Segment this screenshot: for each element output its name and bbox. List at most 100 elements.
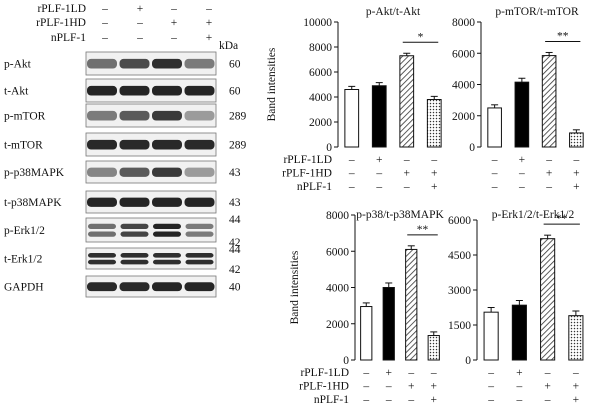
blot-protein-label: p-Akt	[4, 59, 32, 71]
treatment-label: nPLF-1	[314, 394, 349, 406]
treatment-sign: –	[385, 381, 392, 393]
blot-band	[87, 282, 117, 292]
bar	[426, 99, 442, 148]
bar	[371, 85, 387, 148]
blot-kda-label: 44	[229, 244, 241, 256]
blot-kda-label: 289	[229, 111, 247, 123]
treatment-sign: –	[518, 168, 525, 180]
blot-treatment-sign: –	[170, 32, 177, 44]
blot-treatment-sign: –	[170, 3, 177, 15]
blot-protein-label: p-p38MAPK	[4, 167, 65, 179]
blot-strip-frame	[85, 217, 217, 243]
y-tick-label: 6000	[309, 67, 332, 79]
blot-band	[184, 282, 215, 292]
bar	[427, 335, 440, 361]
y-tick-label: 1500	[448, 320, 471, 332]
treatment-sign: +	[408, 381, 415, 393]
blot-band	[184, 139, 215, 150]
blot-kda-label: 60	[229, 59, 241, 71]
treatment-sign: –	[385, 394, 392, 406]
treatment-sign: –	[375, 168, 382, 180]
blot-treatment-sign: –	[101, 32, 108, 44]
chart-title: p-mTOR/t-mTOR	[495, 6, 579, 18]
blot-band	[152, 110, 182, 121]
blot-strip	[85, 51, 217, 76]
bar	[569, 132, 584, 148]
treatment-label: nPLF-1	[297, 181, 332, 193]
treatment-sign: –	[348, 168, 355, 180]
blot-protein-label: t-mTOR	[4, 140, 43, 152]
treatment-sign: +	[431, 168, 438, 180]
treatment-sign: –	[362, 394, 369, 406]
blot-kda-label: 60	[229, 86, 241, 98]
bar	[360, 306, 373, 361]
blot-strip-frame	[85, 51, 217, 76]
blot-strip-frame	[85, 78, 217, 103]
blot-band	[120, 253, 149, 258]
blot-band	[119, 139, 150, 150]
bar	[514, 81, 530, 148]
treatment-sign: –	[572, 367, 579, 379]
bar-chart-panel: p-Akt/t-Akt 0 2000 4000 6000 8000 10000 Band in…	[266, 6, 584, 406]
bar	[487, 107, 502, 148]
treatment-sign: –	[348, 154, 355, 166]
blot-kda-label: 40	[229, 282, 241, 294]
blot-protein-label: t-p38MAPK	[4, 197, 62, 209]
treatment-sign: –	[375, 181, 382, 193]
blot-band	[185, 231, 214, 237]
blot-strip	[85, 217, 217, 243]
bar	[382, 287, 395, 361]
treatment-sign: +	[431, 181, 438, 193]
blot-protein-label: t-Erk1/2	[4, 254, 43, 266]
western-blot-panel: rPLF-1LD – + – – rPLF-1HD – – + + nPLF-1 – – – + kDa p-A…	[4, 3, 247, 298]
treatment-sign: –	[491, 168, 498, 180]
kda-header: kDa	[219, 40, 238, 52]
y-tick-label: 2000	[326, 319, 349, 331]
blot-band	[185, 223, 214, 230]
treatment-sign: +	[546, 168, 553, 180]
treatment-sign: –	[407, 394, 414, 406]
blot-band	[119, 282, 150, 292]
y-tick-label: 8000	[309, 42, 332, 54]
blot-protein-label: p-Erk1/2	[4, 225, 45, 237]
significance-label: **	[557, 30, 569, 42]
y-tick-label: 6000	[326, 246, 349, 258]
treatment-sign: –	[487, 381, 494, 393]
blot-band	[87, 167, 117, 177]
blot-band	[152, 167, 182, 177]
y-axis-label: Band intensities	[289, 250, 301, 324]
blot-treatment-sign: –	[205, 3, 212, 15]
bar	[511, 304, 527, 361]
treatment-sign: –	[545, 154, 552, 166]
blot-band	[87, 197, 117, 207]
bar	[541, 55, 557, 148]
bar	[405, 248, 418, 361]
blot-protein-label: p-mTOR	[4, 111, 46, 123]
blot-band	[184, 85, 215, 96]
y-tick-label: 0	[469, 142, 475, 154]
treatment-sign: –	[516, 381, 523, 393]
blot-band	[120, 223, 149, 230]
blot-band	[184, 58, 215, 69]
treatment-sign: –	[403, 154, 410, 166]
blot-band	[119, 110, 150, 121]
treatment-sign: +	[573, 181, 580, 193]
treatment-sign: –	[430, 154, 437, 166]
blot-band	[185, 259, 214, 265]
treatment-sign: –	[491, 181, 498, 193]
blot-strip-frame	[85, 247, 217, 270]
blot-kda-label: 42	[229, 264, 241, 276]
treatment-sign: +	[431, 394, 438, 406]
blot-band	[153, 259, 181, 265]
treatment-label: rPLF-1LD	[300, 367, 349, 379]
chart-title: p-Akt/t-Akt	[366, 6, 421, 18]
blot-treatment-sign: –	[101, 17, 108, 29]
treatment-sign: –	[403, 181, 410, 193]
blot-treatment-sign: –	[101, 3, 108, 15]
significance-label: **	[556, 213, 568, 225]
blot-band	[87, 110, 117, 121]
blot-band	[152, 58, 182, 69]
blot-band	[119, 85, 150, 96]
blot-band	[184, 110, 215, 121]
